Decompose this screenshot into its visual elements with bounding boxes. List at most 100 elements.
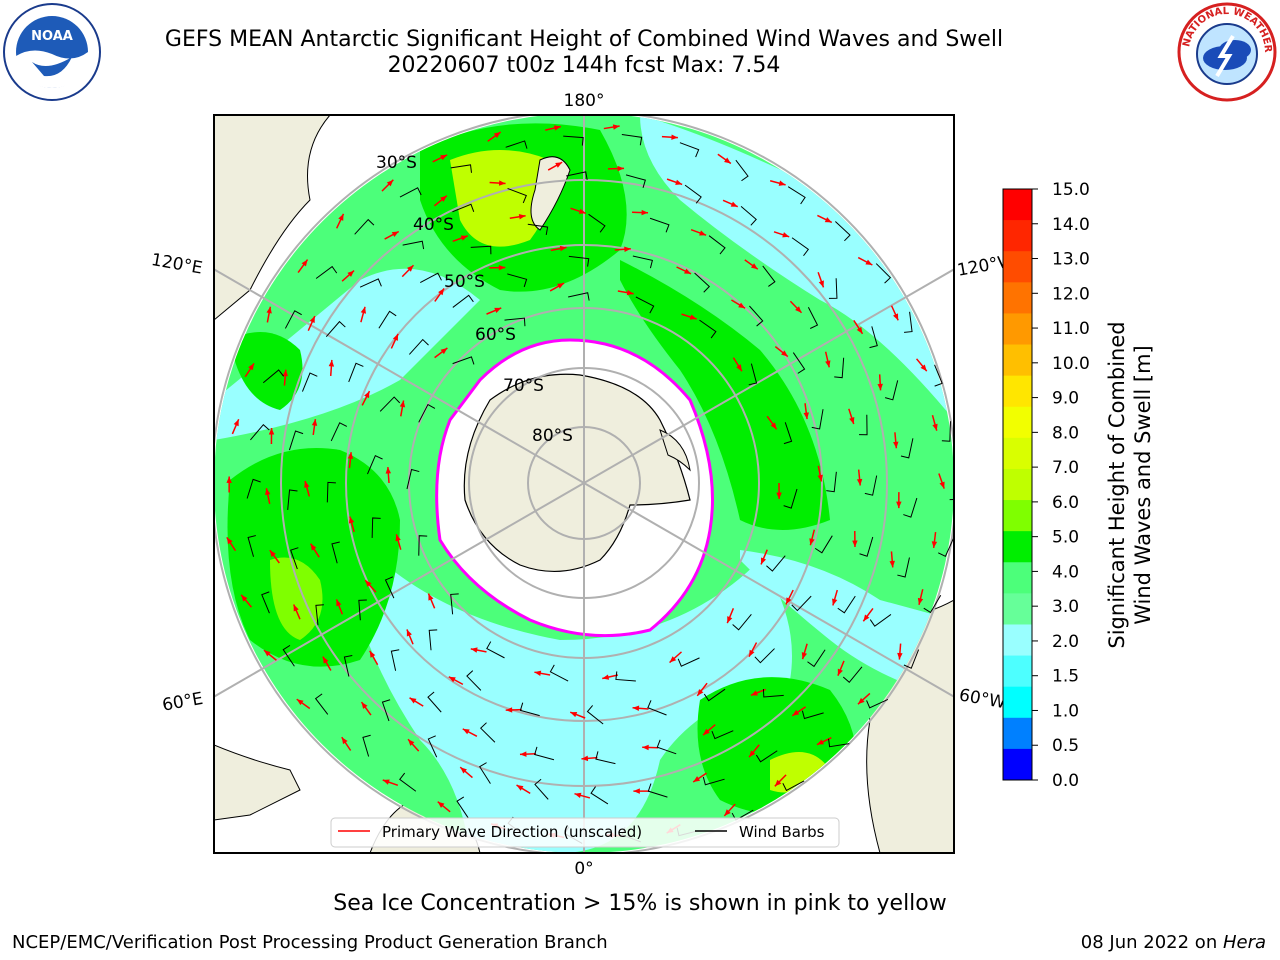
wind-barb — [399, 187, 422, 198]
wind-barb — [783, 488, 798, 509]
wave-direction-arrowhead — [736, 364, 742, 372]
wind-barb — [371, 517, 381, 538]
wind-barb — [923, 594, 942, 614]
colorbar-segment — [1003, 531, 1032, 563]
colorbar-tick-label: 3.0 — [1052, 597, 1079, 617]
colorbar-segment — [1003, 344, 1032, 377]
australia-land — [214, 115, 331, 321]
wind-barb — [246, 478, 261, 499]
wind-barb — [679, 142, 700, 158]
wave-direction-arrowhead — [837, 668, 843, 676]
wave-direction-arrowhead — [498, 180, 506, 186]
colorbar-tick-label: 14.0 — [1052, 215, 1090, 235]
wind-barb — [740, 205, 757, 226]
wave-direction-arrowhead — [365, 580, 372, 587]
wind-barb — [399, 772, 417, 792]
wave-direction-arrowhead — [347, 452, 354, 459]
wave-direction-arrowhead — [782, 232, 790, 238]
wind-barb — [261, 591, 270, 614]
wind-barb — [418, 403, 436, 423]
wave-direction-arrowhead — [750, 263, 758, 270]
wind-barb — [486, 641, 505, 659]
wave-direction-arrowhead — [399, 400, 406, 408]
wave-direction-arrowhead — [727, 616, 733, 624]
wave-direction-arrowhead — [675, 179, 683, 185]
wave-direction-arrowhead — [361, 702, 368, 709]
wave-direction-arrowhead — [448, 676, 456, 683]
wave-direction-arrowhead — [516, 785, 524, 791]
colorbar-tick-label: 11.0 — [1052, 319, 1090, 339]
wind-barb — [807, 307, 819, 329]
wave-direction-arrowhead — [518, 214, 526, 220]
wind-barb — [566, 171, 588, 180]
noaa-logo: NOAA — [3, 3, 101, 101]
wave-band-2to3-c — [360, 560, 792, 853]
wave-direction-arrowhead — [792, 709, 800, 716]
svg-text:NOAA: NOAA — [31, 29, 73, 44]
wind-barb — [684, 184, 702, 204]
wind-barb — [711, 730, 734, 740]
wave-direction-arrowhead — [770, 422, 777, 430]
wind-barb — [904, 311, 913, 333]
colorbar-label-line1: Significant Height of Combined — [1105, 321, 1129, 648]
wave-direction-arrowhead — [893, 313, 899, 321]
colorbar-tick-label: 12.0 — [1052, 284, 1090, 304]
colorbar-segment — [1003, 500, 1032, 532]
sea-ice-note: Sea Ice Concentration > 15% is shown in … — [333, 891, 947, 916]
wave-direction-arrowhead — [724, 809, 731, 816]
wind-barb — [755, 750, 778, 763]
wave-direction-arrowhead — [641, 209, 649, 216]
footer-host: Hera — [1222, 932, 1266, 953]
colorbar-tick-label: 1.5 — [1052, 667, 1079, 687]
wave-direction-arrowhead — [578, 208, 586, 214]
wave-direction-arrowhead — [498, 264, 506, 271]
wave-direction-arrowhead — [865, 259, 873, 265]
wind-barb — [450, 593, 459, 615]
wind-barb — [534, 778, 549, 800]
wave-direction-arrowhead — [570, 711, 578, 718]
wind-barb — [897, 557, 910, 578]
wave-direction-arrowhead — [849, 417, 855, 425]
colorbar-frame — [1002, 188, 1033, 781]
wind-barb — [702, 776, 725, 786]
wind-barb — [677, 657, 700, 667]
wind-barb — [331, 541, 340, 564]
wind-barb — [835, 221, 851, 242]
wind-barb — [884, 380, 899, 401]
colorbar-segment — [1003, 468, 1032, 501]
wave-direction-arrowhead — [624, 246, 631, 252]
wave-direction-arrowhead — [440, 195, 447, 202]
wave-direction-arrowhead — [519, 751, 527, 757]
wind-barb — [828, 738, 850, 748]
wave-direction-arrowhead — [369, 650, 376, 658]
wind-barb — [900, 438, 914, 459]
wind-barb — [362, 734, 371, 757]
wind-barb — [325, 320, 346, 337]
wave-direction-arrowhead — [795, 306, 802, 313]
wind-barb — [456, 796, 469, 819]
colorbar-segment — [1003, 220, 1032, 252]
wave-direction-arrowhead — [642, 744, 649, 751]
wave-direction-arrowhead — [633, 788, 640, 794]
wind-barb — [507, 273, 528, 288]
wave-direction-arrowhead — [917, 597, 924, 605]
wind-barb — [507, 188, 527, 204]
wave-direction-arrowhead — [263, 650, 271, 657]
wind-barb — [408, 338, 429, 355]
wave-direction-arrowhead — [931, 541, 938, 548]
wave-direction-arrowhead — [786, 597, 792, 605]
wind-barb — [378, 310, 397, 329]
colorbar-segment — [1003, 282, 1032, 314]
wave-direction-arrowhead — [738, 302, 746, 309]
wind-barb — [549, 664, 569, 682]
wave-direction-arrowhead — [293, 604, 299, 612]
wind-barb — [354, 218, 375, 235]
wind-barb — [869, 326, 878, 349]
wave-direction-arrowhead — [322, 656, 329, 664]
colorbar-tick-label: 4.0 — [1052, 562, 1079, 582]
colorbar-label-line2: Wind Waves and Swell [m] — [1131, 345, 1155, 625]
wind-barb — [301, 372, 318, 392]
lon-label-bottom: 0° — [574, 859, 593, 879]
wind-barb — [787, 186, 806, 205]
wave-direction-arrowhead — [602, 674, 610, 680]
